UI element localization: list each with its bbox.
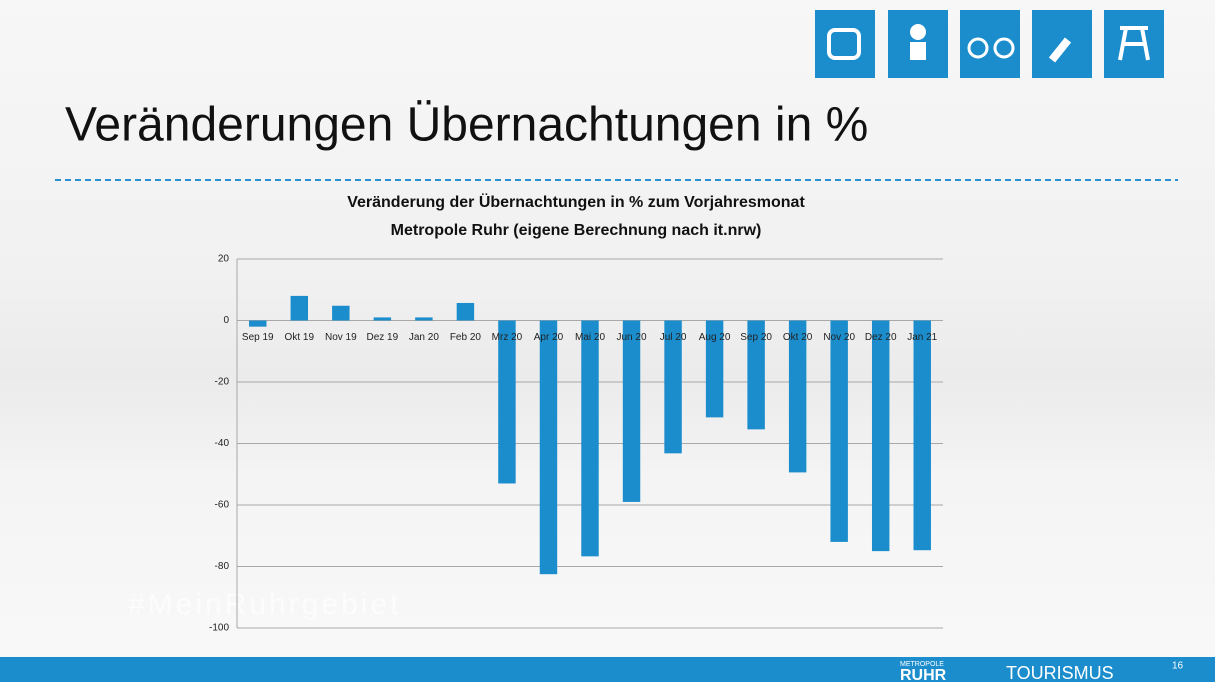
bar xyxy=(374,317,391,320)
slide: Veränderungen Übernachtungen in % Veränd… xyxy=(0,0,1215,682)
x-tick-label: Sep 19 xyxy=(242,332,274,343)
x-tick-label: Jul 20 xyxy=(660,332,687,343)
bar xyxy=(623,321,640,502)
slide-title: Veränderungen Übernachtungen in % xyxy=(65,99,868,152)
x-tick-label: Dez 19 xyxy=(367,332,399,343)
x-tick-label: Okt 19 xyxy=(285,332,315,343)
x-tick-label: Nov 20 xyxy=(823,332,855,343)
y-tick-label: 20 xyxy=(218,254,230,265)
y-tick-label: -100 xyxy=(209,623,229,634)
x-tick-label: Jan 20 xyxy=(409,332,439,343)
x-tick-label: Okt 20 xyxy=(783,332,813,343)
bar xyxy=(581,321,598,557)
bar xyxy=(332,306,349,321)
icons xyxy=(815,10,1164,78)
watermark: #MeinRuhrgebiet xyxy=(128,588,401,621)
y-tick-label: -20 xyxy=(215,377,230,388)
x-tick-label: Aug 20 xyxy=(699,332,731,343)
y-tick-label: -40 xyxy=(215,438,230,449)
chart: Veränderungen Übernachtungen in % Veränd… xyxy=(0,0,1215,682)
x-tick-label: Jan 21 xyxy=(907,332,937,343)
x-tick-label: Sep 20 xyxy=(740,332,772,343)
y-tick-label: -80 xyxy=(215,561,230,572)
bar xyxy=(872,321,889,552)
bar xyxy=(291,296,308,321)
x-tick-label: Dez 20 xyxy=(865,332,897,343)
x-tick-label: Feb 20 xyxy=(450,332,482,343)
y-tick-label: -60 xyxy=(215,500,230,511)
bar xyxy=(914,321,931,551)
x-tick-label: Mai 20 xyxy=(575,332,605,343)
bar xyxy=(498,321,515,484)
page-number: 16 xyxy=(1172,661,1184,672)
bar xyxy=(540,321,557,575)
logo-main: RUHR xyxy=(900,667,947,682)
y-tick-label: 0 xyxy=(223,315,229,326)
x-tick-label: Mrz 20 xyxy=(492,332,523,343)
x-tick-label: Apr 20 xyxy=(534,332,564,343)
chart-title: Veränderung der Übernachtungen in % zum … xyxy=(347,192,805,211)
x-tick-label: Nov 19 xyxy=(325,332,357,343)
bar xyxy=(789,321,806,473)
bar xyxy=(249,321,266,327)
logo-side: TOURISMUS xyxy=(1006,663,1114,682)
chart-subtitle: Metropole Ruhr (eigene Berechnung nach i… xyxy=(391,222,762,239)
bar xyxy=(830,321,847,542)
x-tick-label: Jun 20 xyxy=(617,332,647,343)
bar xyxy=(415,317,432,320)
bar xyxy=(457,303,474,321)
